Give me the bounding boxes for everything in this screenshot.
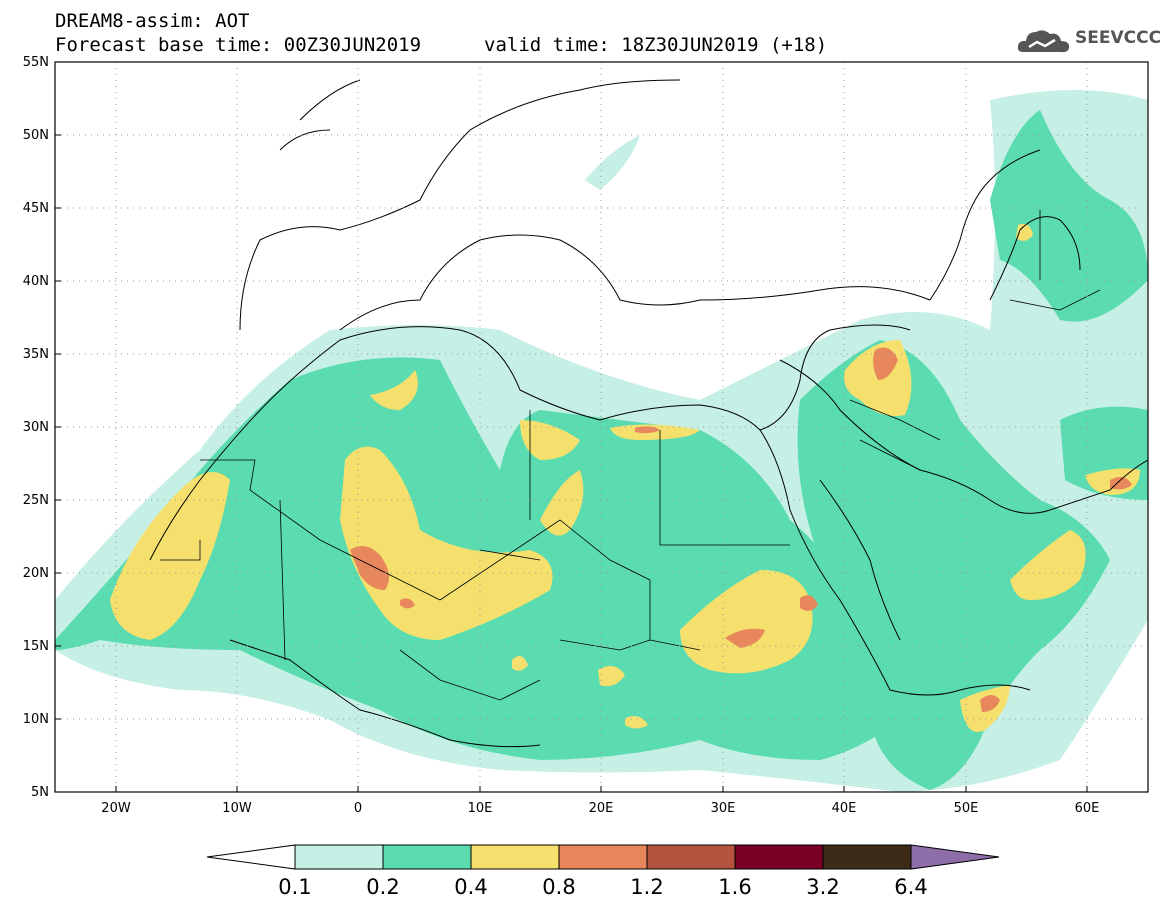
- legend-label: 0.4: [454, 875, 487, 899]
- aot-field-0.8: [350, 347, 1132, 712]
- chart-title: DREAM8-assim: AOT: [55, 10, 250, 32]
- lat-label: 20N: [23, 566, 49, 581]
- legend-label: 0.8: [542, 875, 575, 899]
- lon-label: 30E: [711, 801, 736, 816]
- lon-label: 0: [354, 801, 362, 816]
- lon-label: 20E: [589, 801, 614, 816]
- legend-label: 1.2: [630, 875, 663, 899]
- legend-label: 6.4: [894, 875, 927, 899]
- lat-label: 55N: [23, 55, 49, 70]
- lon-label: 20W: [101, 801, 131, 816]
- lat-label: 15N: [23, 639, 49, 654]
- lon-label: 50E: [954, 801, 979, 816]
- lat-label: 35N: [23, 347, 49, 362]
- lat-label: 25N: [23, 493, 49, 508]
- lat-label: 5N: [31, 785, 49, 800]
- graticule: [55, 62, 1148, 792]
- seevccc-logo: SEEVCCC: [1015, 22, 1161, 58]
- lon-label: 10E: [468, 801, 493, 816]
- lat-label: 50N: [23, 128, 49, 143]
- coastlines: [149, 79, 1148, 748]
- lon-label: 10W: [222, 801, 252, 816]
- legend-swatch: [822, 844, 912, 870]
- lat-label: 45N: [23, 201, 49, 216]
- legend-swatch: [734, 844, 824, 870]
- legend-swatch: [646, 844, 736, 870]
- legend-label: 1.6: [718, 875, 751, 899]
- logo-text: SEEVCCC: [1075, 28, 1162, 48]
- borders: [160, 210, 1101, 701]
- legend-arrow-high: [910, 844, 1000, 870]
- valid-time: valid time: 18Z30JUN2019 (+18): [484, 34, 828, 56]
- legend-label: 3.2: [806, 875, 839, 899]
- legend-label: 0.2: [366, 875, 399, 899]
- legend-swatch: [558, 844, 648, 870]
- cloud-icon: [1017, 30, 1070, 53]
- legend-swatch: [294, 844, 384, 870]
- lon-label: 40E: [832, 801, 857, 816]
- legend-label: 0.1: [278, 875, 311, 899]
- lat-label: 40N: [23, 274, 49, 289]
- lat-label: 30N: [23, 420, 49, 435]
- axis-ticks: [55, 61, 1088, 793]
- forecast-base-time: Forecast base time: 00Z30JUN2019: [55, 34, 422, 56]
- legend-arrow-low: [206, 844, 296, 870]
- lon-label: 60E: [1075, 801, 1100, 816]
- legend-swatch: [382, 844, 472, 870]
- lat-label: 10N: [23, 712, 49, 727]
- legend-swatch: [470, 844, 560, 870]
